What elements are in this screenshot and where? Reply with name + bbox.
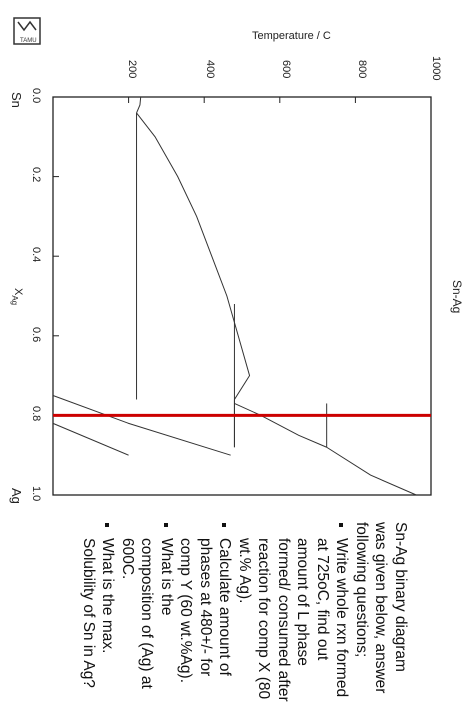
temp-tick-1000: 1000 [430, 56, 442, 81]
temp-tick-200: 200 [126, 60, 138, 79]
phase-boundary-line [326, 446, 417, 496]
question-item: Calculate amount of phases at 480+/- for… [176, 538, 235, 702]
question-item: What is the composition of (Ag) at 600C. [118, 538, 177, 702]
comp-tick-0-0: 0.0 [30, 88, 42, 104]
temp-tick-800: 800 [356, 60, 368, 79]
comp-tick-0-6: 0.6 [30, 327, 42, 343]
temp-tick-600: 600 [280, 60, 292, 79]
comp-tick-0-2: 0.2 [30, 167, 42, 183]
comp-tick-1-0: 1.0 [30, 486, 42, 502]
phase-boundary-line [52, 422, 129, 456]
end-label-sn: Sn [9, 92, 24, 108]
composition-ticks [53, 96, 59, 496]
plot-title: Sn-Ag [450, 280, 464, 314]
phase-boundaries [52, 96, 431, 496]
comp-tick-0-8: 0.8 [30, 406, 42, 422]
question-item: What is the max. Solubility of Sn in Ag? [79, 538, 118, 702]
phase-boundary-line [136, 96, 142, 114]
question-block: Sn-Ag binary diagram was given below, an… [79, 522, 411, 702]
question-intro: Sn-Ag binary diagram was given below, an… [353, 522, 409, 694]
composition-axis-label: XAg [10, 288, 24, 305]
comp-tick-0-4: 0.4 [30, 247, 42, 263]
phase-boundary-line [52, 395, 231, 456]
phase-boundary-line [234, 403, 327, 448]
temperature-axis-label: Temperature / C [252, 30, 331, 42]
phase-boundary-line [136, 112, 251, 400]
composition-axis-subscript: Ag [9, 295, 19, 306]
question-item: Write whole rxn formed at 725oC, find ou… [235, 538, 352, 702]
question-list: Write whole rxn formed at 725oC, find ou… [79, 522, 352, 702]
temperature-ticks [52, 97, 432, 103]
logo-text: TAMU [20, 38, 37, 44]
temp-tick-400: 400 [204, 60, 216, 79]
tamu-logo: TAMU [13, 17, 41, 45]
plot-frame [52, 96, 432, 496]
end-label-ag: Ag [9, 488, 24, 504]
